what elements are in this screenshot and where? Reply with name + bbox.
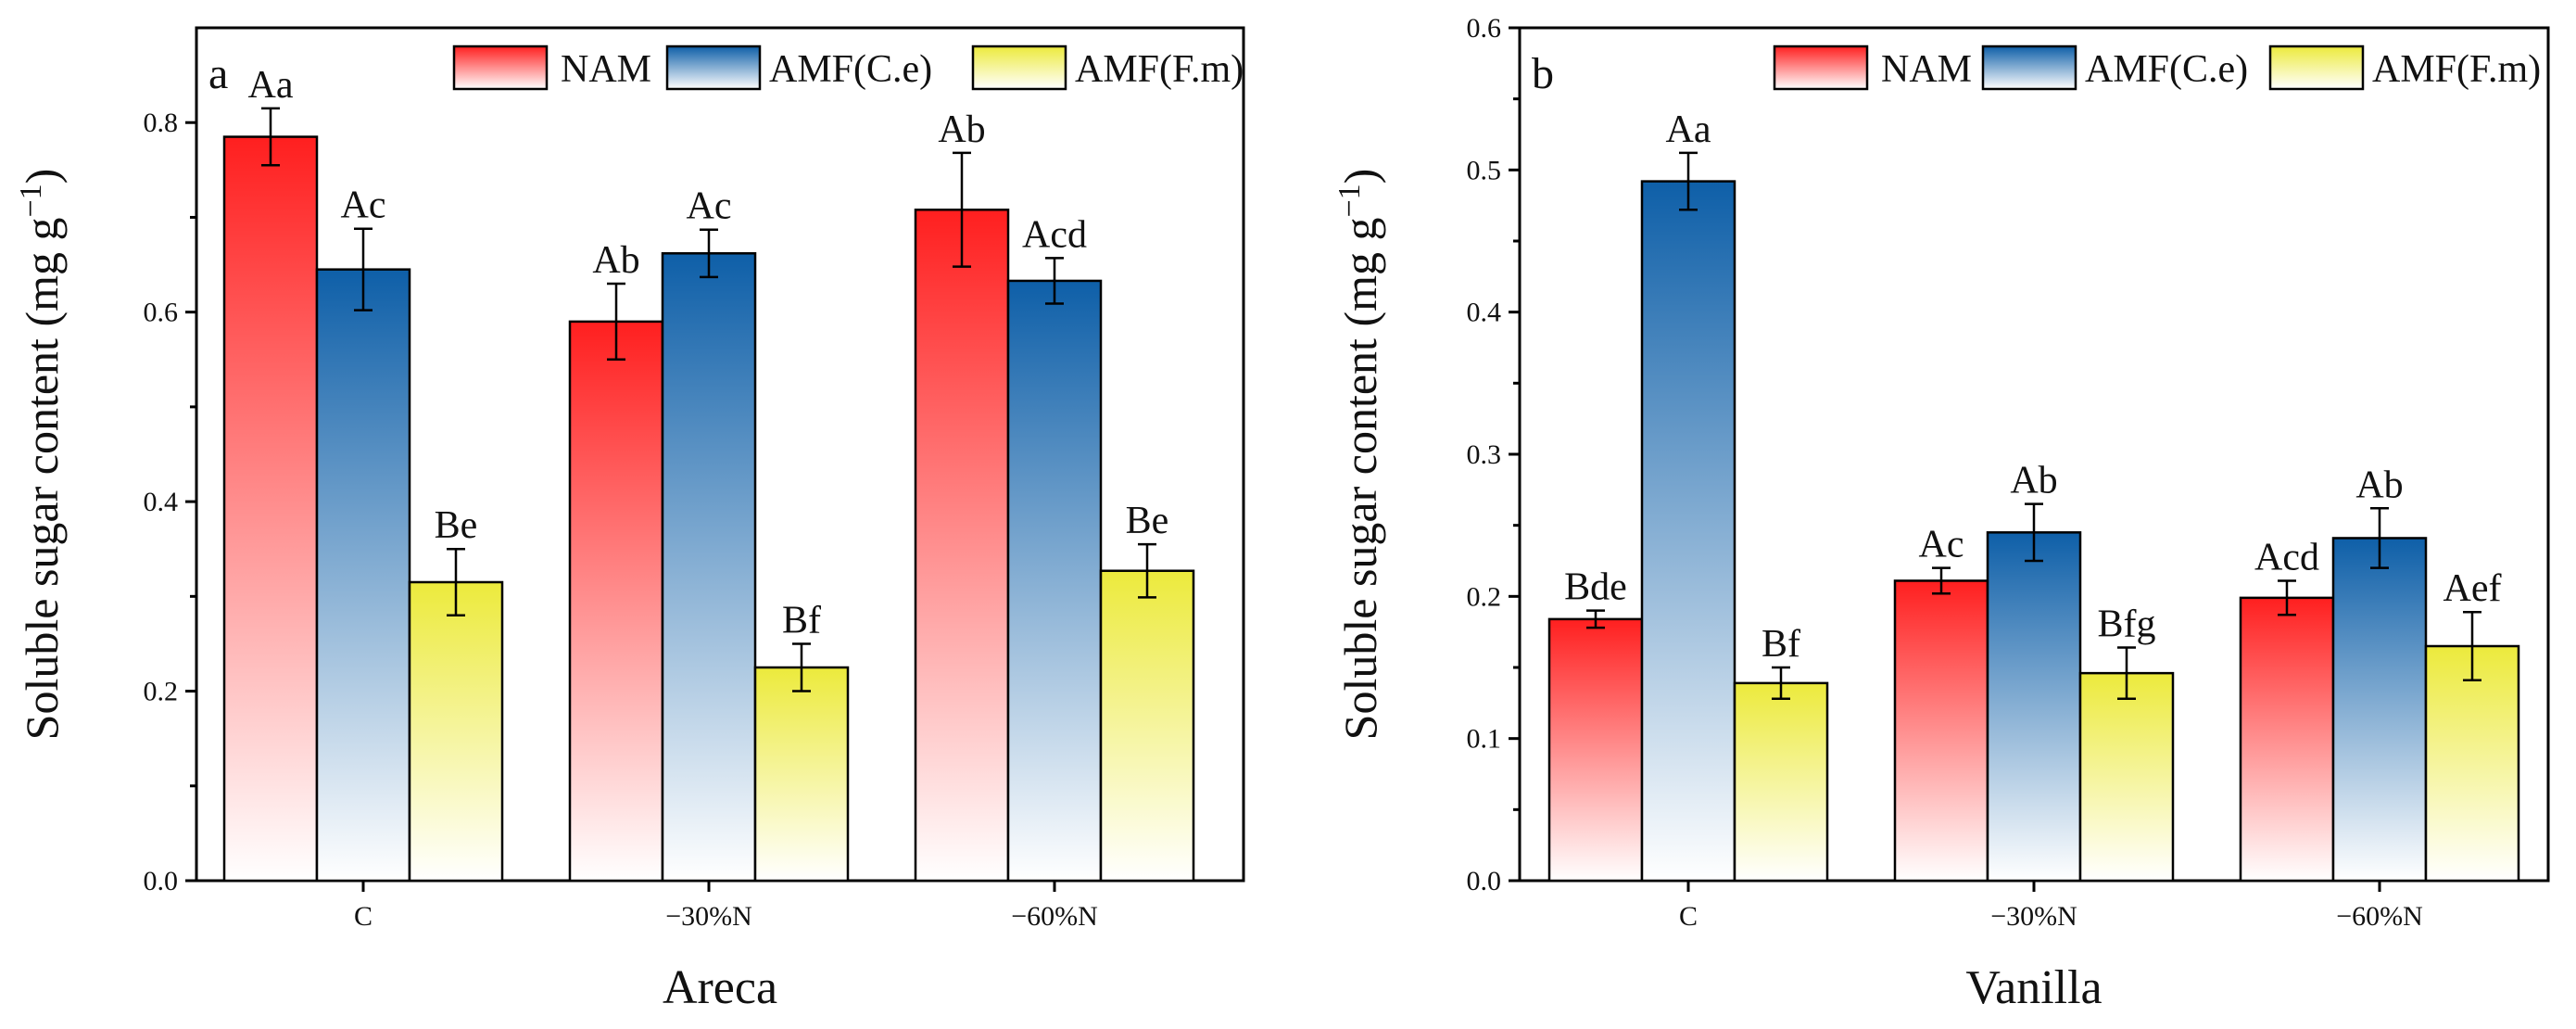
significance-label: Aef	[2443, 567, 2502, 610]
x-axis-label: Areca	[663, 961, 777, 1014]
error-bar	[1679, 151, 1698, 211]
bar-NAM	[2239, 596, 2335, 883]
bar-AMF(C.e)	[1986, 531, 2082, 883]
x-tick-label: −30%N	[1990, 901, 2077, 932]
y-tick-label: 0.0	[144, 866, 179, 896]
bar-NAM	[1893, 579, 1989, 883]
error-bar	[792, 642, 811, 692]
bar-AMF(F.m)	[2078, 671, 2175, 883]
error-bar	[700, 228, 718, 279]
significance-label: Ab	[938, 108, 985, 151]
error-bar	[1772, 666, 1790, 700]
significance-label: Bfg	[2098, 603, 2156, 646]
bar-AMF(F.m)	[753, 666, 850, 883]
error-bar	[2025, 502, 2043, 563]
bar-AMF(C.e)	[315, 268, 411, 883]
bar-NAM	[1547, 617, 1644, 883]
y-tick-label: 0.1	[1467, 724, 1502, 755]
y-axis-label: Soluble sugar content (mg g−1)	[14, 169, 68, 741]
bar-AMF(C.e)	[2331, 537, 2428, 883]
x-tick-label: C	[1679, 901, 1698, 932]
bar-AMF(C.e)	[1640, 180, 1736, 883]
error-bar	[2370, 507, 2389, 569]
bar-AMF(F.m)	[2424, 644, 2520, 883]
y-tick-label: 0.2	[1467, 581, 1502, 612]
significance-label: Aa	[1666, 108, 1711, 151]
significance-label: Bf	[782, 599, 821, 642]
significance-label: Be	[1126, 500, 1169, 542]
legend-swatch	[1773, 44, 1869, 91]
significance-label: Ab	[592, 239, 639, 282]
error-bar	[1138, 542, 1156, 599]
legend-label: NAM	[561, 48, 651, 91]
y-tick-label: 0.2	[144, 677, 179, 707]
y-tick-label: 0.4	[1467, 298, 1502, 328]
legend-swatch	[452, 44, 549, 91]
significance-label: Ab	[2355, 464, 2403, 506]
panel-label: a	[208, 49, 228, 98]
y-tick-label: 0.0	[1467, 866, 1502, 896]
error-bar	[953, 151, 971, 268]
significance-label: Ac	[1919, 524, 1964, 566]
bar-AMF(C.e)	[1006, 279, 1103, 883]
legend: NAM AMF(C.e) AMF(F.m)	[452, 44, 1244, 91]
significance-label: Acd	[2254, 536, 2319, 578]
error-bar	[607, 282, 625, 362]
bar-NAM	[914, 209, 1010, 883]
y-tick-label: 0.8	[144, 108, 179, 138]
legend-swatch	[665, 44, 762, 91]
y-tick-label: 0.5	[1467, 155, 1502, 185]
bar-AMF(F.m)	[1099, 569, 1195, 883]
significance-label: Bf	[1762, 623, 1800, 666]
error-bar	[1932, 566, 1951, 595]
bar-AMF(C.e)	[661, 252, 757, 883]
panel-a-chart: a Soluble sugar content (mg g−1) Areca 0…	[14, 26, 1245, 1014]
legend-swatch	[971, 44, 1067, 91]
x-axis-label: Vanilla	[1965, 961, 2102, 1014]
y-tick-label: 0.3	[1467, 439, 1502, 470]
x-tick-label: −30%N	[665, 901, 752, 932]
bar-NAM	[568, 320, 664, 883]
error-bar	[1045, 257, 1064, 305]
significance-label: Bde	[1564, 566, 1627, 609]
x-tick-label: −60%N	[1011, 901, 1098, 932]
legend-label: AMF(F.m)	[1075, 48, 1244, 91]
legend-label: AMF(C.e)	[769, 48, 932, 91]
bar-NAM	[222, 135, 319, 883]
significance-label: Ac	[341, 184, 386, 227]
legend-label: AMF(C.e)	[2085, 48, 2248, 91]
error-bar	[447, 547, 465, 617]
panel-b-chart: b Soluble sugar content (mg g−1) Vanilla…	[1332, 13, 2550, 1014]
significance-label: Ab	[2010, 460, 2057, 502]
significance-label: Aa	[248, 64, 294, 107]
bar-AMF(F.m)	[1733, 681, 1829, 883]
y-axis-label: Soluble sugar content (mg g−1)	[1332, 169, 1386, 741]
significance-label: Be	[435, 504, 478, 547]
significance-label: Acd	[1022, 213, 1087, 256]
error-bar	[354, 227, 373, 311]
panel-label: b	[1532, 49, 1554, 98]
bar-AMF(F.m)	[408, 580, 504, 883]
legend-label: NAM	[1881, 48, 1972, 91]
y-tick-label: 0.6	[1467, 13, 1502, 44]
error-bar	[2278, 579, 2296, 616]
x-tick-label: −60%N	[2336, 901, 2423, 932]
error-bar	[1586, 609, 1605, 629]
error-bar	[2117, 646, 2136, 700]
y-tick-label: 0.4	[144, 487, 179, 517]
legend-label: AMF(F.m)	[2372, 48, 2541, 91]
legend: NAM AMF(C.e) AMF(F.m)	[1773, 44, 2541, 91]
legend-swatch	[1981, 44, 2077, 91]
error-bar	[2463, 610, 2481, 682]
y-tick-label: 0.6	[144, 298, 179, 328]
error-bar	[261, 107, 280, 167]
significance-label: Ac	[687, 185, 732, 228]
legend-swatch	[2268, 44, 2365, 91]
x-tick-label: C	[354, 901, 373, 932]
